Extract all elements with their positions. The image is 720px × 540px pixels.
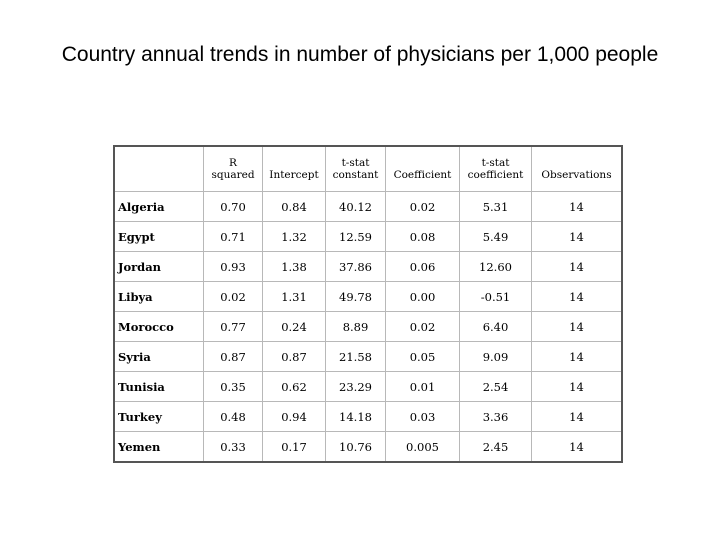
country-cell: Jordan <box>113 251 204 282</box>
t-stat-coefficient-cell: -0.51 <box>459 281 532 312</box>
intercept-cell: 0.94 <box>262 401 326 432</box>
country-cell: Libya <box>113 281 204 312</box>
observations-cell: 14 <box>531 401 623 432</box>
observations-cell: 14 <box>531 281 623 312</box>
header-top-r-squared: R <box>203 145 263 169</box>
header-row-bottom: squared Intercept constant Coefficient c… <box>113 169 623 192</box>
observations-cell: 14 <box>531 311 623 342</box>
coefficient-cell: 0.005 <box>385 431 460 463</box>
header-top-observations <box>531 145 623 169</box>
t-stat-coefficient-cell: 2.54 <box>459 371 532 402</box>
header-top-intercept <box>262 145 326 169</box>
t-stat-constant-cell: 40.12 <box>325 191 386 222</box>
coefficient-cell: 0.06 <box>385 251 460 282</box>
r-squared-cell: 0.35 <box>203 371 263 402</box>
intercept-cell: 1.38 <box>262 251 326 282</box>
t-stat-constant-cell: 14.18 <box>325 401 386 432</box>
country-cell: Tunisia <box>113 371 204 402</box>
country-cell: Syria <box>113 341 204 372</box>
r-squared-cell: 0.77 <box>203 311 263 342</box>
intercept-cell: 0.24 <box>262 311 326 342</box>
coefficient-cell: 0.02 <box>385 311 460 342</box>
table-row: Jordan 0.93 1.38 37.86 0.06 12.60 14 <box>113 251 623 282</box>
table-row: Morocco 0.77 0.24 8.89 0.02 6.40 14 <box>113 311 623 342</box>
header-bottom-coefficient: Coefficient <box>385 169 460 192</box>
coefficient-cell: 0.08 <box>385 221 460 252</box>
t-stat-constant-cell: 12.59 <box>325 221 386 252</box>
table-row: Algeria 0.70 0.84 40.12 0.02 5.31 14 <box>113 191 623 222</box>
regression-table: R t-stat t-stat squared Intercept consta… <box>113 145 623 463</box>
intercept-cell: 0.87 <box>262 341 326 372</box>
header-top-coefficient <box>385 145 460 169</box>
r-squared-cell: 0.93 <box>203 251 263 282</box>
t-stat-coefficient-cell: 12.60 <box>459 251 532 282</box>
table-row: Libya 0.02 1.31 49.78 0.00 -0.51 14 <box>113 281 623 312</box>
observations-cell: 14 <box>531 251 623 282</box>
observations-cell: 14 <box>531 431 623 463</box>
t-stat-coefficient-cell: 9.09 <box>459 341 532 372</box>
table-row: Egypt 0.71 1.32 12.59 0.08 5.49 14 <box>113 221 623 252</box>
r-squared-cell: 0.87 <box>203 341 263 372</box>
t-stat-constant-cell: 49.78 <box>325 281 386 312</box>
table-body: Algeria 0.70 0.84 40.12 0.02 5.31 14 Egypt 0.71 1… <box>113 191 623 463</box>
coefficient-cell: 0.02 <box>385 191 460 222</box>
t-stat-coefficient-cell: 3.36 <box>459 401 532 432</box>
coefficient-cell: 0.00 <box>385 281 460 312</box>
header-top-country <box>113 145 204 169</box>
header-bottom-r-squared: squared <box>203 169 263 192</box>
header-top-t-stat-constant: t-stat <box>325 145 386 169</box>
header-bottom-t-stat-coefficient: coefficient <box>459 169 532 192</box>
r-squared-cell: 0.33 <box>203 431 263 463</box>
table-row: Turkey 0.48 0.94 14.18 0.03 3.36 14 <box>113 401 623 432</box>
r-squared-cell: 0.71 <box>203 221 263 252</box>
observations-cell: 14 <box>531 341 623 372</box>
t-stat-constant-cell: 10.76 <box>325 431 386 463</box>
slide-title: Country annual trends in number of physi… <box>61 43 659 66</box>
r-squared-cell: 0.02 <box>203 281 263 312</box>
country-cell: Egypt <box>113 221 204 252</box>
coefficient-cell: 0.05 <box>385 341 460 372</box>
t-stat-constant-cell: 21.58 <box>325 341 386 372</box>
header-top-t-stat-coefficient: t-stat <box>459 145 532 169</box>
regression-table-container: R t-stat t-stat squared Intercept consta… <box>113 145 623 463</box>
table-row: Yemen 0.33 0.17 10.76 0.005 2.45 14 <box>113 431 623 463</box>
observations-cell: 14 <box>531 371 623 402</box>
observations-cell: 14 <box>531 191 623 222</box>
table-row: Syria 0.87 0.87 21.58 0.05 9.09 14 <box>113 341 623 372</box>
country-cell: Turkey <box>113 401 204 432</box>
intercept-cell: 1.31 <box>262 281 326 312</box>
table-row: Tunisia 0.35 0.62 23.29 0.01 2.54 14 <box>113 371 623 402</box>
header-bottom-intercept: Intercept <box>262 169 326 192</box>
header-bottom-country <box>113 169 204 192</box>
intercept-cell: 0.62 <box>262 371 326 402</box>
t-stat-coefficient-cell: 6.40 <box>459 311 532 342</box>
t-stat-constant-cell: 8.89 <box>325 311 386 342</box>
country-cell: Algeria <box>113 191 204 222</box>
r-squared-cell: 0.48 <box>203 401 263 432</box>
country-cell: Yemen <box>113 431 204 463</box>
header-bottom-t-stat-constant: constant <box>325 169 386 192</box>
header-bottom-observations: Observations <box>531 169 623 192</box>
intercept-cell: 0.17 <box>262 431 326 463</box>
t-stat-coefficient-cell: 5.31 <box>459 191 532 222</box>
country-cell: Morocco <box>113 311 204 342</box>
intercept-cell: 1.32 <box>262 221 326 252</box>
intercept-cell: 0.84 <box>262 191 326 222</box>
t-stat-coefficient-cell: 5.49 <box>459 221 532 252</box>
coefficient-cell: 0.03 <box>385 401 460 432</box>
r-squared-cell: 0.70 <box>203 191 263 222</box>
coefficient-cell: 0.01 <box>385 371 460 402</box>
t-stat-constant-cell: 23.29 <box>325 371 386 402</box>
t-stat-constant-cell: 37.86 <box>325 251 386 282</box>
t-stat-coefficient-cell: 2.45 <box>459 431 532 463</box>
observations-cell: 14 <box>531 221 623 252</box>
header-row-top: R t-stat t-stat <box>113 145 623 169</box>
